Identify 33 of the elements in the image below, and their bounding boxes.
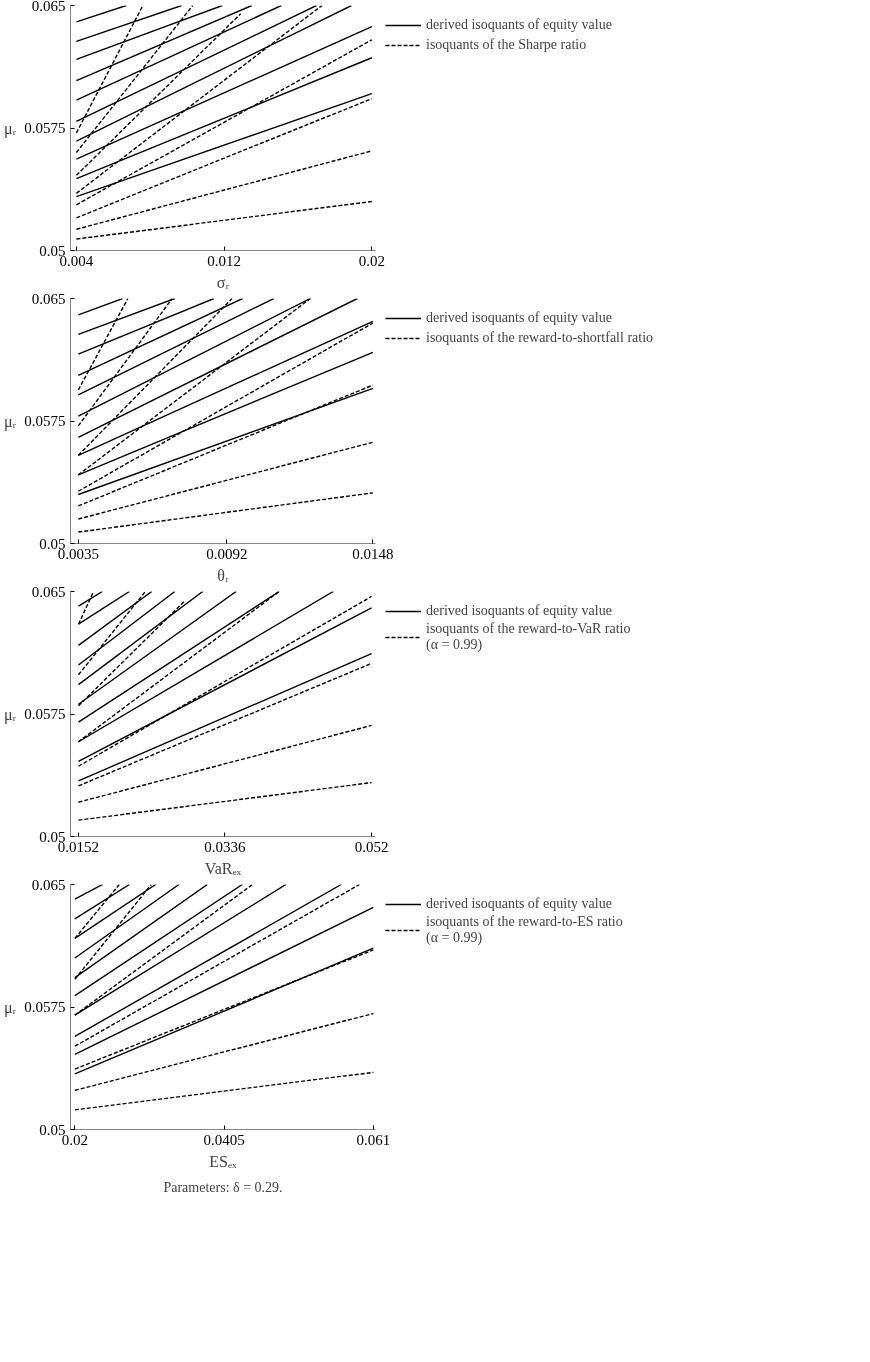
x-axis-title: θᵣ [217,566,229,584]
x-tick-label: 0.012 [207,252,241,269]
x-axis-title: σᵣ [216,273,230,291]
x-tick-label: 0.0336 [204,838,247,855]
y-tick-label: 0.0575 [24,706,66,722]
x-tick-label: 0.052 [354,838,389,855]
y-axis-title: μᵣ [4,412,17,431]
legend-label: isoquants of the reward-to-ES ratio (α = 0.99) [426,914,623,946]
x-tick-label: 0.061 [356,1131,391,1148]
y-tick-label: 0.065 [31,876,66,893]
x-axis-title: VaRₑₓ [204,859,242,877]
y-tick-label: 0.0575 [24,999,66,1015]
legend-label: derived isoquants of equity value [426,310,612,326]
y-axis-title: μᵣ [4,998,17,1017]
legend-label: isoquants of the reward-to-VaR ratio (α = 0.99) [426,621,631,653]
y-axis-title: μᵣ [4,119,17,138]
x-tick-label: 0.0092 [206,545,248,562]
y-tick-label: 0.0575 [24,413,66,429]
x-tick-label: 0.02 [358,252,385,269]
x-axis-title: ESₑₓ [209,1152,238,1170]
y-tick-label: 0.0575 [24,120,66,136]
x-tick-label: 0.0148 [352,545,394,562]
legend-label: derived isoquants of equity value [426,603,612,619]
legend-label: derived isoquants of equity value [426,17,612,33]
legend-label: derived isoquants of equity value [426,896,612,912]
text: Parameters: δ = 0.29. [163,1179,283,1195]
legend-label: isoquants of the Sharpe ratio [426,37,587,53]
y-tick-label: 0.065 [31,0,66,14]
y-tick-label: 0.065 [31,290,66,307]
legend-label: isoquants of the reward-to-shortfall ratio [426,330,654,346]
y-axis-title: μᵣ [4,705,17,724]
x-tick-label: 0.0405 [203,1131,245,1148]
y-tick-label: 0.065 [31,583,66,600]
